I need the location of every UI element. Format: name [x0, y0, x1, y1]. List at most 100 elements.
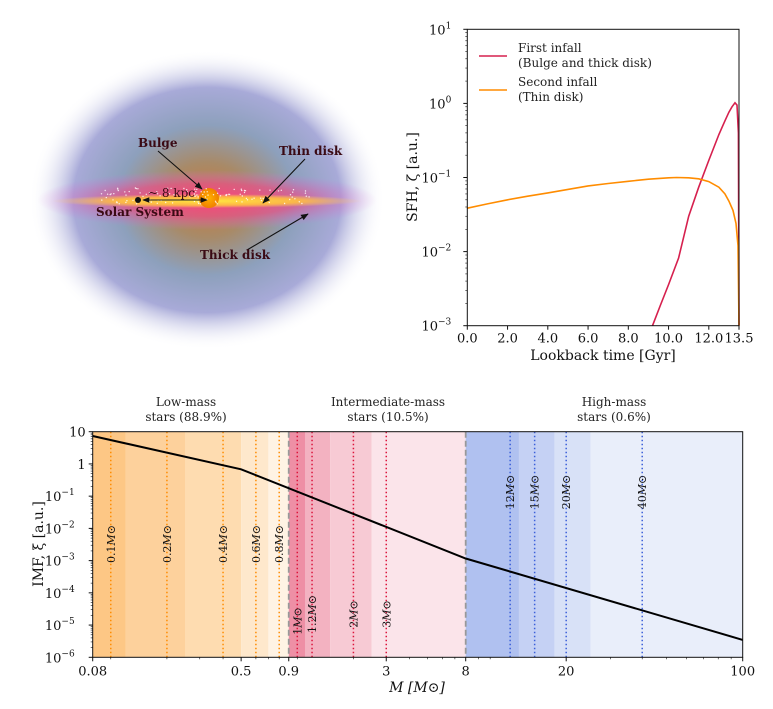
mass-band — [125, 431, 185, 658]
imf-chart: 0.1M⊙ 0.2M⊙ 0.4M⊙ 0.6M⊙ 0.8M⊙ 1M⊙ 1.2M⊙ 2M⊙ 3M⊙ 1… — [31, 395, 755, 696]
legend-label-second-infall-sub: (Thin disk) — [518, 90, 583, 104]
star-speck — [171, 202, 174, 204]
legend-label-first-infall-sub: (Bulge and thick disk) — [518, 56, 652, 70]
mass-marker-label: 2M⊙ — [347, 600, 360, 627]
mass-band — [330, 431, 372, 658]
star-speck — [173, 194, 175, 196]
star-speck — [100, 193, 103, 195]
imf-x-tick-label: 20 — [558, 664, 575, 679]
star-speck — [101, 199, 103, 201]
bulge-label: Bulge — [138, 136, 178, 150]
bulge-arrow — [157, 150, 203, 190]
star-speck — [115, 201, 118, 203]
bulge-core — [199, 188, 219, 208]
legend-label-first-infall: First infall — [518, 41, 582, 55]
star-speck — [168, 193, 171, 195]
sfh-x-tick-label: 8.0 — [618, 332, 639, 347]
star-speck — [194, 195, 196, 197]
star-speck — [156, 193, 159, 195]
star-speck — [244, 190, 247, 192]
star-speck — [145, 193, 147, 195]
star-speck — [106, 193, 109, 195]
star-speck — [277, 190, 280, 192]
sfh-plot-frame — [466, 28, 740, 327]
star-speck — [202, 193, 204, 196]
imf-x-axis: 0.08 0.5 0.9 3 8 20 100 — [78, 657, 755, 679]
star-speck — [289, 194, 292, 196]
imf-x-tick-label: 0.08 — [78, 664, 107, 679]
sfh-x-tick-label: 0.0 — [457, 332, 478, 347]
star-speck — [246, 199, 249, 201]
group-title-share: stars (0.6%) — [577, 410, 651, 424]
star-speck — [105, 196, 108, 199]
mass-band — [518, 431, 555, 658]
mass-marker-label: 0.1M⊙ — [105, 525, 118, 563]
star-speck — [301, 202, 303, 205]
star-speck — [197, 201, 199, 203]
star-speck — [203, 191, 205, 193]
imf-curve-line — [92, 435, 743, 641]
star-speck — [219, 195, 222, 197]
star-speck — [241, 189, 243, 192]
second-infall-line — [467, 176, 740, 326]
group-title: High-mass — [582, 395, 647, 409]
imf-x-tick-label: 100 — [730, 664, 755, 679]
mass-band — [465, 431, 519, 658]
star-speck — [193, 193, 196, 195]
star-speck — [159, 195, 161, 197]
imf-y-tick-label: 10−1 — [45, 488, 75, 505]
star-speck — [112, 199, 114, 201]
first-infall-line — [651, 101, 740, 326]
sfh-x-tick-label: 10.0 — [654, 332, 683, 347]
star-speck — [189, 196, 191, 198]
imf-x-tick-label: 3 — [382, 664, 390, 679]
star-speck — [128, 190, 130, 193]
sfh-x-tick-label: 13.5 — [725, 332, 754, 347]
star-speck — [241, 201, 243, 203]
star-speck — [193, 195, 195, 197]
star-speck — [304, 190, 307, 192]
star-speck — [117, 188, 119, 190]
sfh-y-tick-label: 10−2 — [421, 244, 451, 261]
thick-disk-label: Thick disk — [200, 248, 271, 262]
sfh-y-tick-label: 101 — [429, 21, 451, 38]
star-speck — [193, 200, 196, 203]
star-speck — [134, 187, 137, 189]
group-title: Low-mass — [156, 395, 216, 409]
thin-disk-label: Thin disk — [279, 144, 343, 158]
imf-y-tick-label: 10−3 — [45, 553, 75, 570]
mass-marker-label: 0.8M⊙ — [273, 525, 286, 563]
star-speck — [260, 199, 263, 202]
imf-y-axis-title: IMF, ξ [a.u.] — [31, 501, 47, 587]
star-speck — [186, 189, 188, 191]
star-speck — [197, 196, 199, 198]
star-speck — [185, 195, 188, 197]
sfh-chart: 10−3 10−2 10−1 100 101 0.0 2.0 4.0 6.0 8.0 10.0 12… — [405, 21, 754, 364]
star-speck — [292, 189, 295, 191]
star-speck — [148, 200, 151, 202]
sfh-y-tick-label: 10−3 — [421, 318, 451, 335]
star-speck — [241, 195, 243, 197]
mass-marker-label: 12M⊙ — [504, 475, 517, 509]
sfh-legend: First infall (Bulge and thick disk) Seco… — [479, 41, 652, 104]
star-speck — [269, 189, 271, 191]
star-speck — [150, 201, 152, 203]
imf-plot-frame — [92, 431, 744, 658]
star-speck — [215, 201, 217, 204]
mass-marker-label: 20M⊙ — [560, 475, 573, 509]
star-speck — [289, 198, 291, 201]
star-speck — [308, 196, 310, 198]
star-speck — [305, 195, 307, 197]
sfh-y-tick-label: 10−1 — [421, 170, 451, 187]
star-speck — [291, 196, 293, 198]
star-speck — [170, 187, 172, 190]
star-speck — [225, 194, 227, 197]
star-speck — [204, 196, 207, 198]
mass-band — [554, 431, 591, 658]
imf-y-tick-label: 10−5 — [45, 617, 75, 634]
star-speck — [135, 203, 138, 205]
galaxy-schematic: Bulge Thin disk Solar System Thick disk … — [29, 50, 385, 350]
star-speck — [253, 197, 255, 199]
group-title-share: stars (88.9%) — [145, 410, 226, 424]
star-speck — [137, 188, 139, 190]
